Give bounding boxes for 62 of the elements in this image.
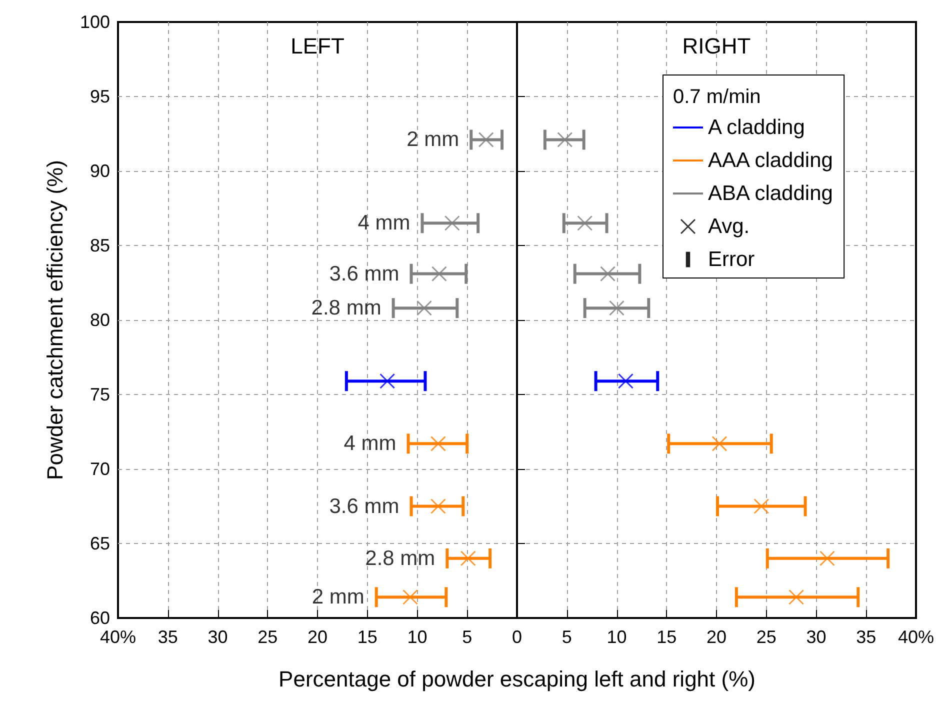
x-tick-label: 5 [462,627,472,647]
annotation: 2 mm [312,586,364,609]
point [444,215,460,231]
x-tick-label: 20 [307,627,328,647]
point [557,132,573,148]
y-tick-label: 80 [90,310,110,330]
legend-label: Error [708,248,755,271]
point [618,373,634,389]
y-tick-label: 90 [90,161,110,181]
point [712,436,728,452]
x-tick-label: 40% [898,627,934,647]
x-tick-label: 15 [357,627,378,647]
annotation: 2.8 mm [311,296,382,320]
y-tick-label: 100 [80,12,110,32]
point [380,373,396,389]
x-tick-label: 0 [512,627,522,647]
x-tick-label: 35 [856,627,876,647]
legend-label: Avg. [708,215,750,238]
point [478,132,494,148]
point [754,498,770,514]
x-tick-label: 35 [158,627,178,647]
point [416,300,432,316]
y-tick-label: 85 [90,236,110,256]
point [430,436,446,452]
point [430,498,446,514]
annotation: 3.6 mm [329,494,400,518]
x-tick-label: 15 [656,627,677,647]
annotation: RIGHT [682,34,751,58]
annotation: 2 mm [406,128,460,152]
point [609,300,624,316]
y-tick-label: 75 [90,384,110,404]
x-tick-label: 30 [806,627,826,647]
legend-label: AAA cladding [708,149,833,172]
legend-title: 0.7 m/min [673,86,761,108]
point [402,589,418,605]
x-tick-label: 20 [706,627,727,647]
x-axis-title: Percentage of powder escaping left and right (%) [278,666,756,692]
x-tick-label: 25 [258,627,278,647]
x-tick-label: 10 [407,627,428,647]
annotation: 2.8 mm [365,546,436,570]
annotation: 4 mm [358,212,410,235]
x-tick-label: 25 [756,627,776,647]
x-tick-label: 10 [606,627,627,647]
y-tick-label: 60 [90,608,110,628]
point [460,550,476,566]
legend-label: A cladding [708,116,805,139]
y-tick-label: 65 [90,534,110,554]
y-axis-title: Powder catchment efficiency (%) [42,160,68,480]
y-tick-label: 95 [90,86,110,106]
point [577,215,593,231]
point [600,266,616,282]
point [788,589,804,605]
annotation: 3.6 mm [329,262,400,286]
point [431,266,447,282]
x-tick-label: 5 [562,627,572,647]
annotation: LEFT [290,34,344,58]
legend-label: ABA cladding [708,182,833,205]
y-tick-label: 70 [90,459,110,479]
point [819,550,835,566]
x-tick-label: 40% [100,627,136,647]
annotation: 4 mm [344,432,396,456]
x-tick-label: 30 [208,627,228,647]
